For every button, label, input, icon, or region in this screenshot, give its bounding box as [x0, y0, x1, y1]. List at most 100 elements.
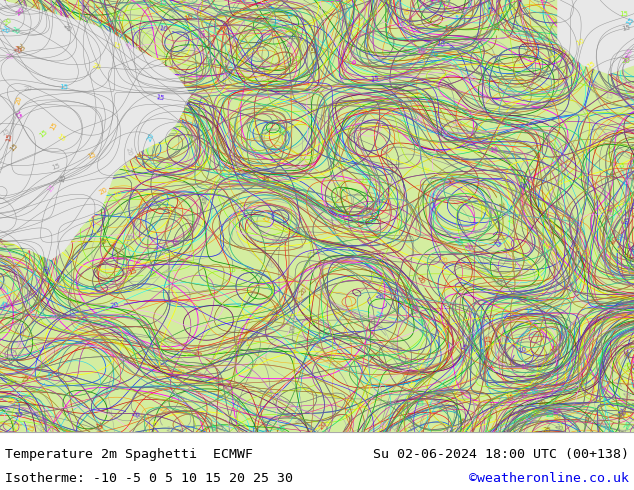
Text: 10: 10 [605, 231, 616, 242]
Text: 5: 5 [628, 175, 634, 181]
Text: 15: 15 [51, 163, 61, 172]
Text: 10: 10 [608, 235, 619, 245]
Text: 5: 5 [618, 162, 624, 169]
Text: 25: 25 [5, 397, 15, 406]
Text: 10: 10 [522, 29, 533, 39]
Text: 10: 10 [607, 203, 616, 214]
Text: 5: 5 [453, 14, 459, 22]
Text: 20: 20 [531, 408, 542, 417]
Polygon shape [0, 0, 190, 259]
Text: 20: 20 [366, 314, 377, 321]
Text: 25: 25 [545, 411, 555, 417]
Text: 15: 15 [260, 175, 270, 183]
Text: 10: 10 [418, 47, 428, 54]
Text: 20: 20 [540, 428, 550, 435]
Text: 15: 15 [536, 231, 546, 242]
Text: 20: 20 [553, 413, 562, 421]
Text: 10: 10 [575, 37, 586, 47]
Text: 15: 15 [270, 0, 280, 6]
Text: 15: 15 [227, 267, 236, 273]
Text: 20: 20 [593, 416, 604, 426]
Text: 20: 20 [192, 349, 203, 359]
Text: 15: 15 [524, 415, 534, 423]
Text: 20: 20 [163, 162, 173, 171]
Text: 20: 20 [6, 379, 15, 386]
Text: 20: 20 [410, 302, 420, 313]
Text: 25: 25 [93, 420, 103, 431]
Text: ©weatheronline.co.uk: ©weatheronline.co.uk [469, 472, 629, 486]
Text: 20: 20 [0, 25, 10, 35]
Text: 10: 10 [617, 231, 626, 242]
Text: 20: 20 [553, 407, 562, 415]
Text: 15: 15 [498, 345, 505, 355]
Text: 5: 5 [428, 0, 434, 5]
Text: 20: 20 [420, 166, 430, 175]
Text: 20: 20 [553, 423, 564, 433]
Text: 25: 25 [619, 376, 629, 387]
Text: 20: 20 [374, 311, 384, 319]
Text: 20: 20 [534, 393, 545, 402]
Text: 15: 15 [500, 112, 509, 119]
Text: 20: 20 [62, 23, 72, 33]
Text: 25: 25 [38, 426, 48, 434]
Text: 25: 25 [0, 279, 8, 290]
Text: 10: 10 [590, 193, 601, 202]
Text: 15: 15 [171, 240, 181, 248]
Text: 5: 5 [462, 10, 467, 16]
Text: 20: 20 [616, 407, 626, 417]
Text: 15: 15 [359, 177, 369, 185]
Text: 15: 15 [148, 270, 158, 278]
Text: 20: 20 [130, 410, 140, 419]
Text: 15: 15 [6, 132, 13, 142]
Text: 25: 25 [158, 405, 168, 414]
Text: 5: 5 [612, 246, 619, 254]
Text: 10: 10 [570, 242, 581, 253]
Text: 15: 15 [586, 60, 597, 70]
Text: 10: 10 [520, 364, 529, 370]
Text: 25: 25 [165, 426, 176, 434]
Text: 15: 15 [461, 342, 471, 353]
Text: 20: 20 [496, 201, 505, 212]
Text: 15: 15 [161, 269, 172, 278]
Text: 10: 10 [176, 71, 185, 77]
Text: 10: 10 [517, 345, 527, 354]
Text: 15: 15 [395, 422, 404, 433]
Text: 20: 20 [392, 344, 403, 354]
Text: 15: 15 [625, 16, 634, 27]
Text: 15: 15 [624, 47, 634, 57]
Text: 10: 10 [183, 12, 194, 22]
Text: 20: 20 [91, 62, 102, 71]
Text: 20: 20 [453, 237, 463, 247]
Text: 10: 10 [550, 343, 560, 354]
Text: 10: 10 [427, 50, 438, 59]
Text: 10: 10 [529, 386, 540, 395]
Text: 20: 20 [15, 7, 25, 17]
Text: 10: 10 [112, 191, 122, 198]
Text: 20: 20 [146, 131, 156, 142]
Text: 20: 20 [550, 403, 560, 413]
Text: 20: 20 [275, 424, 285, 434]
Text: 10: 10 [507, 360, 517, 367]
Text: 20: 20 [436, 150, 445, 158]
Text: 15: 15 [49, 121, 58, 131]
Text: 15: 15 [415, 400, 425, 407]
Text: 10: 10 [604, 179, 614, 190]
Text: 10: 10 [625, 175, 632, 185]
Text: 15: 15 [519, 392, 529, 399]
Text: 20: 20 [438, 256, 448, 264]
Text: 20: 20 [231, 344, 242, 352]
Text: 10: 10 [415, 47, 425, 54]
Text: 15: 15 [407, 424, 418, 433]
Text: 15: 15 [379, 420, 387, 431]
Text: 15: 15 [46, 183, 56, 194]
Text: 25: 25 [214, 423, 224, 433]
Text: 15: 15 [311, 46, 318, 54]
Text: 25: 25 [74, 314, 84, 320]
Text: 20: 20 [583, 417, 593, 423]
Text: 15: 15 [493, 278, 504, 287]
Text: 10: 10 [623, 216, 631, 227]
Text: 15: 15 [204, 54, 209, 63]
Text: 20: 20 [6, 54, 15, 60]
Text: 25: 25 [20, 375, 30, 383]
Text: 20: 20 [269, 237, 280, 246]
